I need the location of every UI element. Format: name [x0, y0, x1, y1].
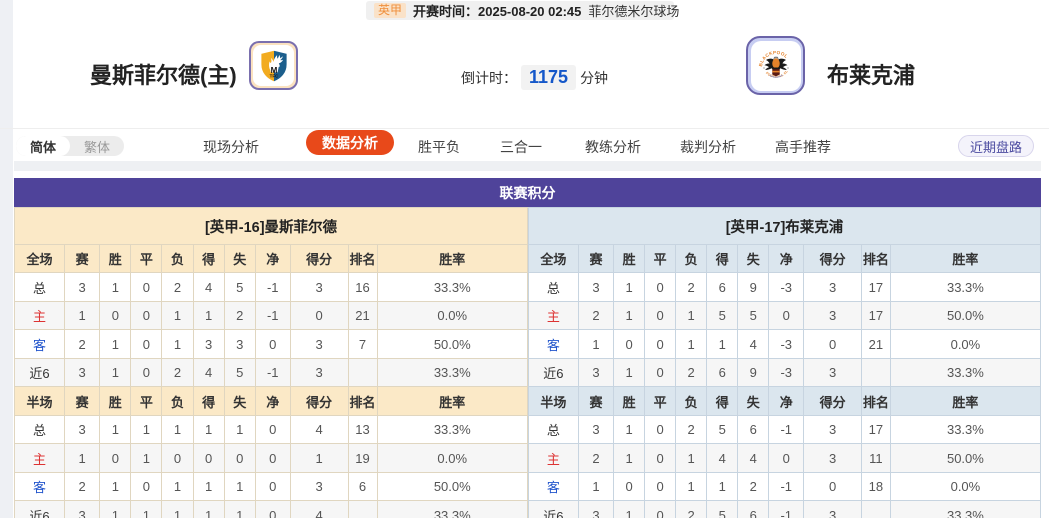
svg-text:TFC: TFC — [269, 73, 278, 78]
